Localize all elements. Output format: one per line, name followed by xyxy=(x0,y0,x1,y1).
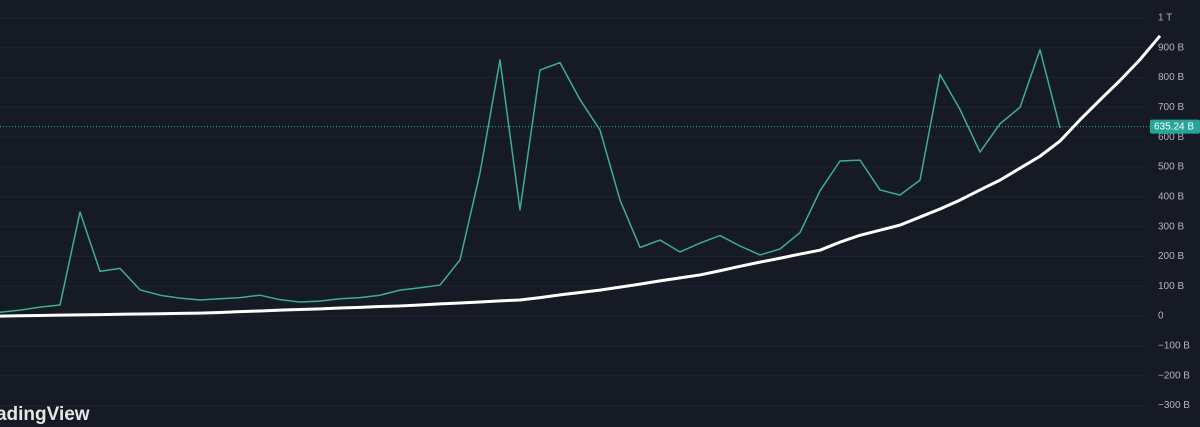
y-tick-label: −300 B xyxy=(1158,400,1190,411)
y-tick-label: 1 T xyxy=(1158,13,1172,24)
watermark: TradingView xyxy=(0,404,90,425)
y-tick-label: 700 B xyxy=(1158,102,1184,113)
y-tick-label: 200 B xyxy=(1158,251,1184,262)
price-line xyxy=(0,49,1061,313)
y-tick-label: 100 B xyxy=(1158,281,1184,292)
y-tick-label: 400 B xyxy=(1158,191,1184,202)
trend-line xyxy=(0,34,1162,318)
last-price-label: 635.24 B xyxy=(1154,121,1194,132)
y-tick-label: 600 B xyxy=(1158,132,1184,143)
y-tick-label: 0 xyxy=(1158,311,1164,322)
y-tick-label: 300 B xyxy=(1158,221,1184,232)
y-tick-label: 900 B xyxy=(1158,42,1184,53)
y-tick-label: 800 B xyxy=(1158,72,1184,83)
last-price-box xyxy=(1150,119,1200,134)
y-tick-label: −200 B xyxy=(1158,370,1190,381)
y-tick-label: 500 B xyxy=(1158,162,1184,173)
y-tick-label: −100 B xyxy=(1158,341,1190,352)
